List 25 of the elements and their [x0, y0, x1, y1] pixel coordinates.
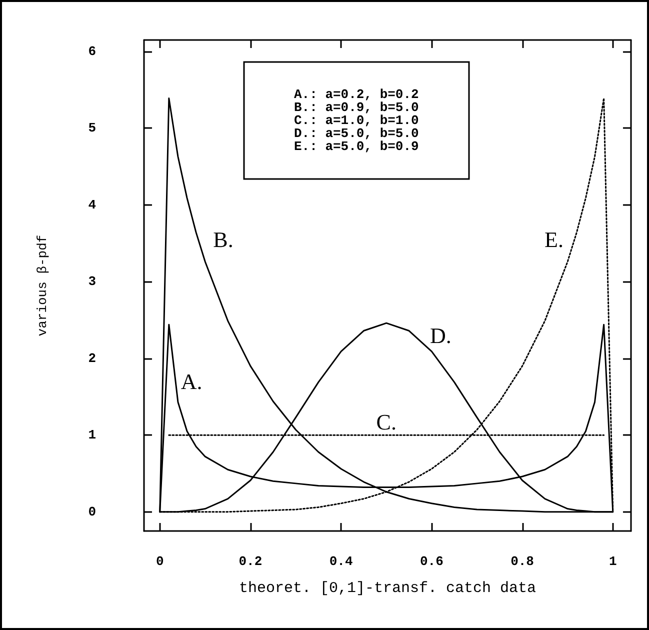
x-tick-label: 0	[156, 554, 164, 569]
annotation: E.: a=5.0, b=0.9	[294, 139, 420, 154]
y-tick-label: 5	[88, 120, 96, 136]
x-tick-label: 1	[608, 554, 617, 569]
x-tick-label: 0.4	[329, 554, 353, 569]
series-label: D.	[430, 322, 452, 348]
series-label: A.	[180, 368, 202, 394]
x-tick-label: 0.2	[238, 554, 262, 569]
y-axis-title: various β-pdf	[35, 234, 50, 336]
series-label: C.	[376, 410, 396, 435]
annotation: C.: a=1.0, b=1.0	[294, 113, 420, 128]
y-tick-label: 3	[88, 274, 96, 290]
series-label: E.	[544, 226, 564, 252]
annotation: B.: a=0.9, b=5.0	[294, 100, 420, 115]
x-axis-title: theoret. [0,1]-transf. catch data	[238, 580, 536, 597]
y-tick-label: 1	[88, 428, 96, 443]
annotation: A.: a=0.2, b=0.2	[294, 87, 420, 102]
y-tick-label: 0	[88, 504, 96, 520]
y-tick-label: 6	[88, 44, 96, 60]
x-tick-label: 0.6	[420, 554, 444, 569]
series-label: B.	[213, 226, 234, 252]
x-tick-label: 0.8	[510, 554, 534, 569]
y-tick-label: 2	[88, 350, 96, 366]
annotation: D.: a=5.0, b=5.0	[294, 126, 420, 141]
y-tick-label: 4	[88, 197, 96, 212]
